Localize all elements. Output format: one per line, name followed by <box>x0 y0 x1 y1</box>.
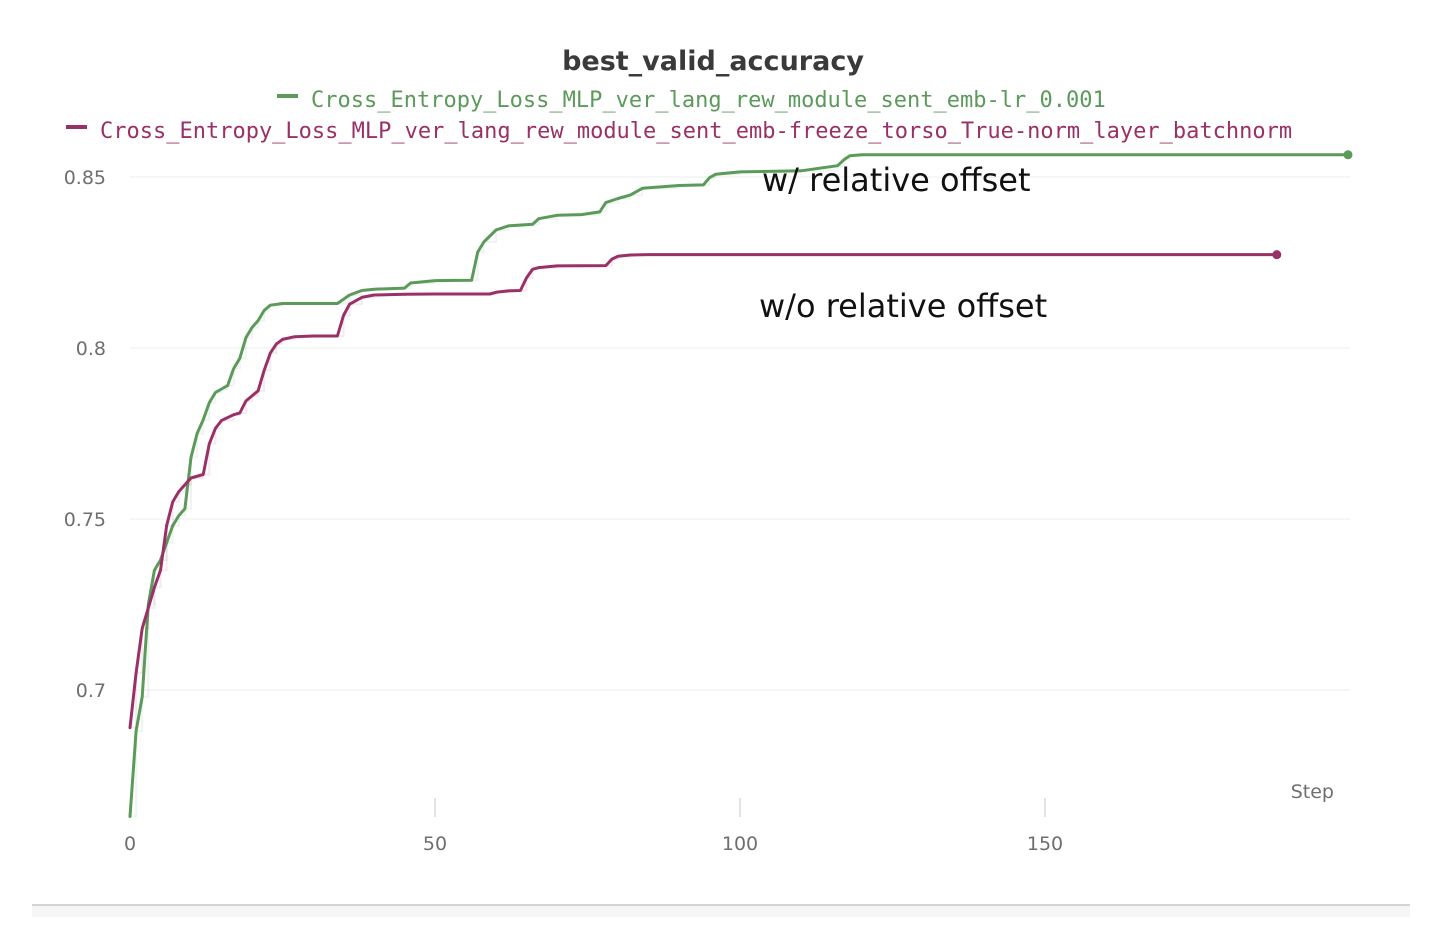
series-1-end-point[interactable] <box>1343 150 1353 160</box>
legend-label-series-1: Cross_Entropy_Loss_MLP_ver_lang_rew_modu… <box>311 88 1106 113</box>
legend-label-series-2: Cross_Entropy_Loss_MLP_ver_lang_rew_modu… <box>100 119 1292 144</box>
annotation-without-offset: w/o relative offset <box>759 287 1047 325</box>
panel-bottom-band <box>32 905 1410 917</box>
series-2-line[interactable] <box>128 253 1279 730</box>
series-2-end-point[interactable] <box>1272 250 1282 260</box>
x-tick-label: 0 <box>124 833 136 855</box>
x-tick-label: 100 <box>722 833 758 855</box>
series-1-line[interactable] <box>128 153 1350 818</box>
series-2-raw-line <box>130 253 1277 729</box>
chart-title: best_valid_accuracy <box>562 46 864 77</box>
y-axis: 0.7 0.75 0.8 0.85 <box>64 167 106 702</box>
legend-item-series-1[interactable]: Cross_Entropy_Loss_MLP_ver_lang_rew_modu… <box>277 88 1106 113</box>
y-tick-label: 0.85 <box>64 167 106 189</box>
y-tick-label: 0.75 <box>64 509 106 531</box>
annotation-with-offset: w/ relative offset <box>762 161 1031 199</box>
y-tick-label: 0.7 <box>76 680 106 702</box>
x-axis-label: Step <box>1291 781 1334 803</box>
legend: Cross_Entropy_Loss_MLP_ver_lang_rew_modu… <box>66 88 1292 144</box>
x-tick-label: 150 <box>1027 833 1063 855</box>
x-axis: 0 50 100 150 <box>124 798 1063 855</box>
x-tick-label: 50 <box>423 833 447 855</box>
grid <box>130 176 1350 691</box>
y-tick-label: 0.8 <box>76 338 106 360</box>
legend-item-series-2[interactable]: Cross_Entropy_Loss_MLP_ver_lang_rew_modu… <box>66 119 1292 144</box>
plot-area[interactable] <box>128 150 1353 818</box>
